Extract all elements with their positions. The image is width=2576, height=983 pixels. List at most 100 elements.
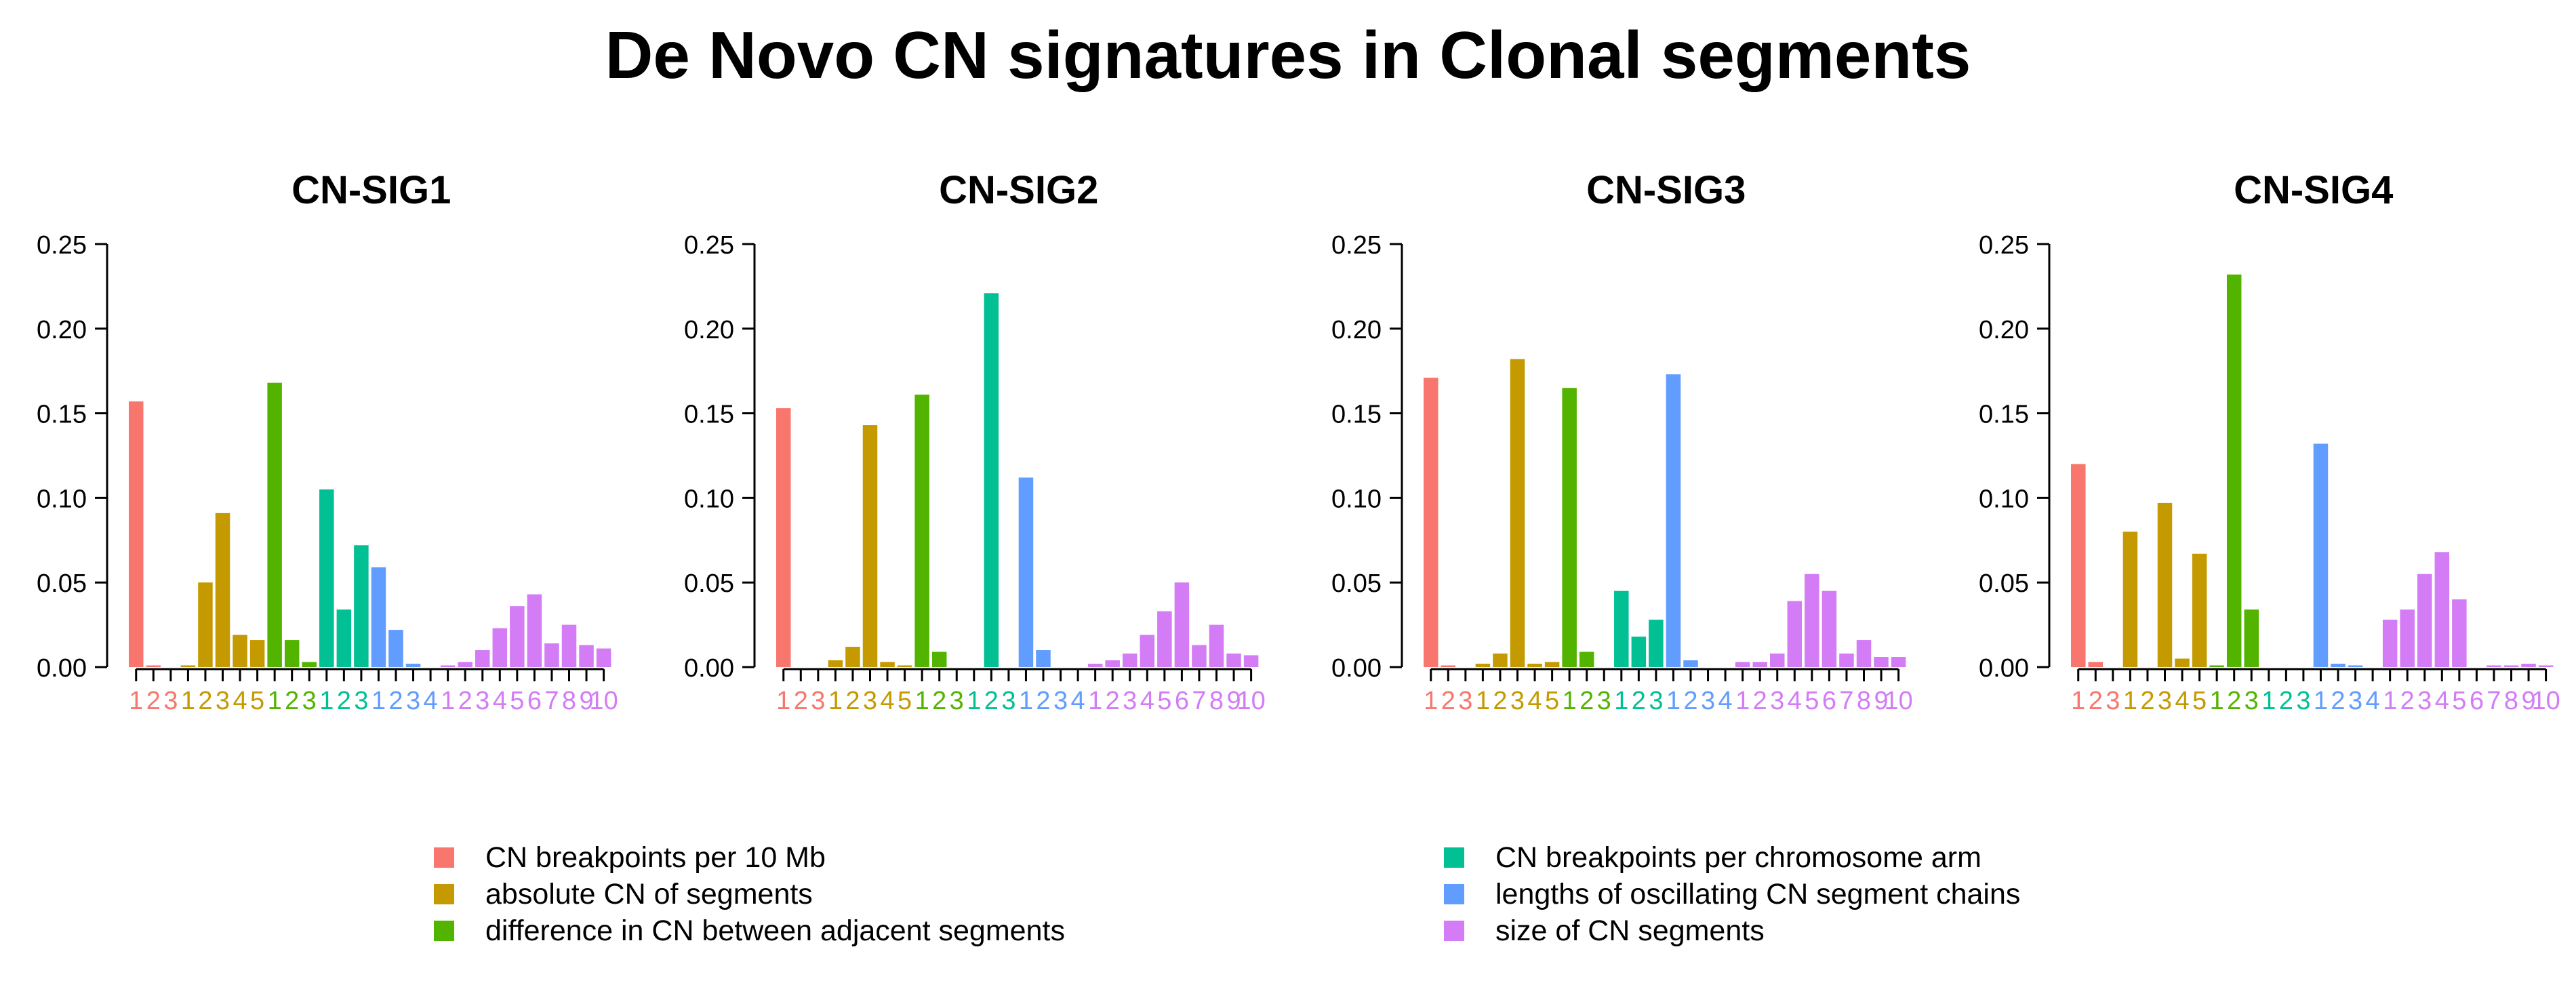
x-tick-label: 4: [424, 687, 438, 715]
bar: [1822, 590, 1837, 667]
bar: [1544, 662, 1560, 667]
bar: [354, 545, 369, 667]
x-tick-label: 1: [129, 687, 143, 715]
bar: [2331, 664, 2346, 667]
bar: [302, 662, 317, 667]
bar: [1805, 574, 1819, 667]
x-tick-label: 4: [2435, 687, 2449, 715]
bar: [1018, 477, 1034, 667]
legend-swatch: [434, 884, 454, 904]
bar: [561, 624, 577, 667]
x-tick-label: 3: [2417, 687, 2432, 715]
bar: [388, 630, 403, 667]
legend-label: CN breakpoints per 10 Mb: [485, 841, 826, 874]
x-tick-label: 3: [1701, 687, 1715, 715]
legend-swatch: [1444, 884, 1464, 904]
x-tick-label: 8: [2504, 687, 2518, 715]
bar: [180, 665, 196, 667]
x-tick-label: 9: [2521, 687, 2535, 715]
x-tick-label: 1: [2071, 687, 2085, 715]
x-tick-label: 2: [2331, 687, 2345, 715]
bar: [2122, 531, 2138, 667]
x-tick-label: 2: [1579, 687, 1594, 715]
bar: [198, 582, 213, 667]
x-tick-label: 1: [967, 687, 981, 715]
x-tick-label: 5: [898, 687, 912, 715]
chart-title: CN-SIG4: [2234, 168, 2393, 212]
x-tick-label: 2: [2140, 687, 2154, 715]
bar: [1787, 601, 1803, 667]
x-tick-label: 7: [2487, 687, 2501, 715]
bar: [1735, 662, 1750, 667]
x-tick-label: 2: [932, 687, 946, 715]
bar: [2487, 665, 2501, 667]
bar: [510, 606, 525, 667]
x-tick-label: 3: [2245, 687, 2259, 715]
legend-item: difference in CN between adjacent segmen…: [434, 912, 1065, 949]
main-title: De Novo CN signatures in Clonal segments: [605, 18, 1971, 92]
bar: [249, 640, 265, 667]
bar: [1770, 654, 1785, 667]
x-tick-label: 3: [1770, 687, 1784, 715]
x-tick-label: 10: [2531, 687, 2560, 715]
x-tick-label: 1: [371, 687, 386, 715]
x-tick-label: 2: [845, 687, 860, 715]
x-tick-label: 3: [1597, 687, 1611, 715]
x-tick-label: 1: [2210, 687, 2224, 715]
x-tick-label: 4: [880, 687, 894, 715]
bar: [1614, 590, 1629, 667]
x-tick-label: 6: [1822, 687, 1836, 715]
bar: [2452, 599, 2467, 667]
x-tick-label: 2: [337, 687, 351, 715]
y-tick-label: 0.25: [684, 231, 734, 260]
bar: [2313, 443, 2329, 667]
bar: [1209, 624, 1224, 667]
y-tick-label: 0.20: [37, 316, 87, 344]
x-tick-label: 2: [2227, 687, 2241, 715]
chart-title: CN-SIG1: [291, 168, 451, 212]
x-tick-label: 5: [1805, 687, 1819, 715]
y-tick-label: 0.20: [1979, 316, 2029, 344]
bar: [2226, 274, 2242, 668]
bar: [2192, 553, 2207, 667]
bar: [1839, 654, 1854, 667]
bar: [914, 395, 929, 667]
bar: [1036, 650, 1051, 667]
bar: [1631, 637, 1647, 667]
x-tick-label: 4: [1527, 687, 1542, 715]
bar: [1579, 651, 1594, 667]
x-tick-label: 1: [2123, 687, 2137, 715]
x-tick-label: 1: [1476, 687, 1490, 715]
x-tick-label: 9: [579, 687, 593, 715]
bar: [215, 513, 230, 667]
x-tick-label: 1: [268, 687, 282, 715]
legend-right: CN breakpoints per chromosome arm lengths…: [1444, 839, 2020, 949]
x-tick-label: 3: [1053, 687, 1068, 715]
x-tick-label: 1: [1019, 687, 1033, 715]
legend-label: lengths of oscillating CN segment chains: [1495, 877, 2021, 910]
bar: [1087, 664, 1103, 667]
x-tick-label: 4: [1788, 687, 1802, 715]
x-tick-label: 1: [776, 687, 790, 715]
bar: [284, 640, 300, 667]
x-tick-label: 2: [1632, 687, 1646, 715]
bar: [1243, 655, 1259, 667]
legend-label: CN breakpoints per chromosome arm: [1495, 841, 1981, 874]
bar: [845, 647, 860, 667]
bar: [2071, 464, 2086, 667]
x-tick-label: 4: [2175, 687, 2189, 715]
bar: [2157, 502, 2173, 667]
bar: [579, 645, 594, 667]
x-tick-label: 2: [458, 687, 472, 715]
bar: [371, 567, 386, 667]
bar: [2417, 574, 2432, 667]
x-tick-label: 9: [1226, 687, 1241, 715]
y-tick-label: 0.05: [684, 569, 734, 598]
bar: [2538, 665, 2554, 667]
legend-item: lengths of oscillating CN segment chains: [1444, 876, 2020, 912]
x-tick-label: 1: [2314, 687, 2328, 715]
bar: [1666, 374, 1681, 667]
